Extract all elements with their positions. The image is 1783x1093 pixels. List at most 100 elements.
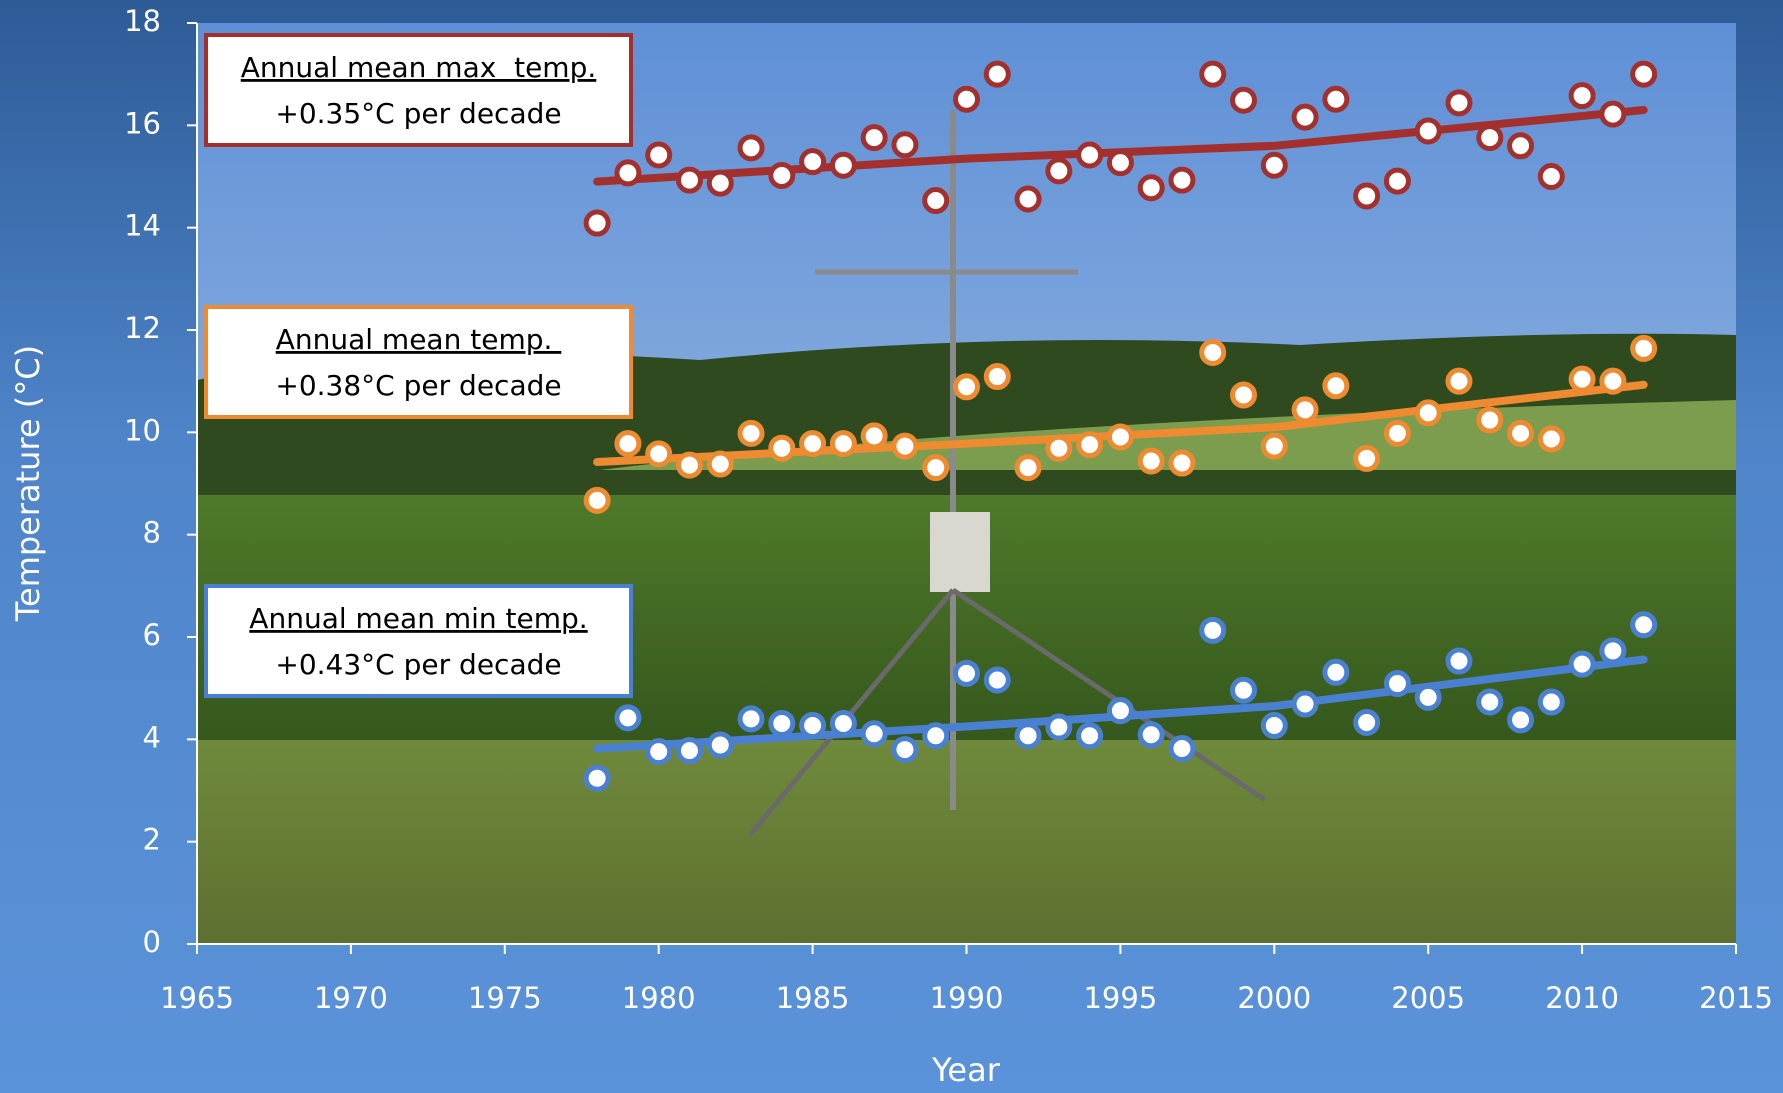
data-point (1633, 614, 1655, 636)
data-point (1633, 63, 1655, 85)
data-point (709, 734, 731, 756)
data-point (1079, 434, 1101, 456)
data-point (1479, 409, 1501, 431)
data-point (740, 708, 762, 730)
data-point (617, 707, 639, 729)
data-point (832, 433, 854, 455)
data-point (1294, 106, 1316, 128)
data-point (1263, 435, 1285, 457)
data-point (986, 669, 1008, 691)
data-point (586, 767, 608, 789)
data-point (1109, 426, 1131, 448)
data-point (1233, 384, 1255, 406)
data-point (1540, 428, 1562, 450)
y-tick-label: 18 (124, 4, 161, 38)
data-point (1202, 619, 1224, 641)
y-axis-title: Temperature (°C) (9, 345, 47, 622)
data-point (1140, 724, 1162, 746)
data-point (771, 437, 793, 459)
data-point (1263, 154, 1285, 176)
data-point (1171, 738, 1193, 760)
x-tick-label: 2015 (1699, 981, 1773, 1015)
data-point (925, 457, 947, 479)
page: {"chart_data": {"type": "scatter", "xlab… (0, 0, 1783, 1093)
data-point (1510, 135, 1532, 157)
data-point (1017, 188, 1039, 210)
legend-note: +0.38°C per decade (275, 369, 561, 402)
data-point (1540, 166, 1562, 188)
data-point (648, 741, 670, 763)
data-point (1294, 693, 1316, 715)
data-point (1325, 88, 1347, 110)
data-point (1479, 127, 1501, 149)
data-point (1602, 103, 1624, 125)
data-point (1540, 691, 1562, 713)
y-tick-label: 6 (143, 618, 161, 652)
y-tick-label: 8 (143, 516, 161, 550)
x-tick-label: 1980 (622, 981, 696, 1015)
x-tick-label: 2005 (1391, 981, 1465, 1015)
x-tick-label: 1985 (776, 981, 850, 1015)
data-point (894, 134, 916, 156)
data-point (1017, 457, 1039, 479)
y-tick-label: 0 (143, 925, 161, 959)
y-tick-label: 14 (124, 209, 161, 243)
data-point (740, 137, 762, 159)
legend-label: Annual mean temp. (276, 323, 562, 356)
data-point (1356, 185, 1378, 207)
data-point (1510, 422, 1532, 444)
data-point (956, 88, 978, 110)
data-point (678, 169, 700, 191)
data-point (863, 723, 885, 745)
data-point (1417, 120, 1439, 142)
data-point (771, 712, 793, 734)
data-point (1448, 92, 1470, 114)
data-point (586, 212, 608, 234)
data-point (802, 433, 824, 455)
data-point (986, 63, 1008, 85)
data-point (1109, 700, 1131, 722)
legend-label: Annual mean min temp. (249, 602, 587, 635)
data-point (925, 725, 947, 747)
data-point (863, 425, 885, 447)
data-point (617, 433, 639, 455)
y-tick-label: 12 (124, 311, 161, 345)
data-point (956, 376, 978, 398)
y-tick-label: 4 (143, 720, 161, 754)
data-point (1325, 661, 1347, 683)
data-point (1510, 709, 1532, 731)
data-point (1109, 152, 1131, 174)
data-point (1048, 437, 1070, 459)
data-point (1079, 144, 1101, 166)
data-point (1417, 686, 1439, 708)
x-tick-label: 1995 (1083, 981, 1157, 1015)
data-point (617, 162, 639, 184)
y-tick-label: 16 (124, 106, 161, 140)
data-point (648, 144, 670, 166)
data-point (802, 151, 824, 173)
x-axis-title: Year (931, 1051, 1001, 1089)
data-point (802, 715, 824, 737)
x-tick-label: 1975 (468, 981, 542, 1015)
data-point (1048, 716, 1070, 738)
x-tick-label: 1970 (314, 981, 388, 1015)
data-point (1571, 85, 1593, 107)
legend-label: Annual mean max temp. (241, 51, 597, 84)
data-point (709, 453, 731, 475)
data-point (1048, 160, 1070, 182)
data-point (1602, 640, 1624, 662)
data-point (1448, 650, 1470, 672)
data-point (894, 739, 916, 761)
data-point (1140, 177, 1162, 199)
data-point (740, 422, 762, 444)
data-point (678, 740, 700, 762)
chart: Year Temperature (°C) 024681012141618196… (0, 0, 1783, 1093)
data-point (832, 712, 854, 734)
data-point (1079, 725, 1101, 747)
data-point (956, 662, 978, 684)
data-point (1479, 691, 1501, 713)
data-point (925, 190, 947, 212)
data-point (1633, 337, 1655, 359)
data-point (1386, 673, 1408, 695)
data-point (1602, 370, 1624, 392)
